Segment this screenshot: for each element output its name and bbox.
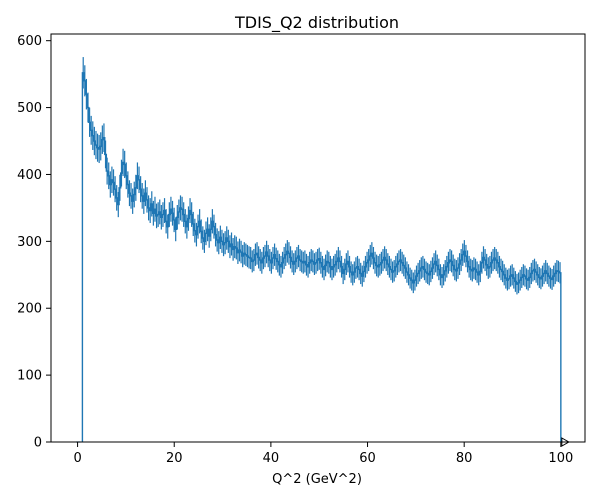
x-tick-label: 20 (166, 451, 183, 466)
x-tick-label: 40 (263, 451, 280, 466)
histogram-step (81, 72, 562, 442)
y-tick-label: 600 (17, 34, 42, 49)
x-tick-label: 80 (456, 451, 473, 466)
plot-frame (50, 33, 586, 443)
y-tick-label: 0 (34, 436, 42, 451)
y-tick-label: 200 (17, 302, 42, 317)
y-tick-label: 100 (17, 369, 42, 384)
y-tick-label: 400 (17, 168, 42, 183)
y-tick-label: 500 (17, 101, 42, 116)
x-axis: 0 20 40 60 80 100 (73, 442, 573, 466)
x-tick-label: 100 (548, 451, 573, 466)
x-tick-label: 0 (73, 451, 81, 466)
x-tick-label: 60 (359, 451, 376, 466)
chart-title: TDIS_Q2 distribution (234, 13, 399, 33)
x-axis-label: Q^2 (GeV^2) (272, 472, 362, 487)
y-axis: 0 100 200 300 400 500 600 (17, 34, 51, 451)
y-tick-label: 300 (17, 235, 42, 250)
plot-area (76, 57, 570, 447)
